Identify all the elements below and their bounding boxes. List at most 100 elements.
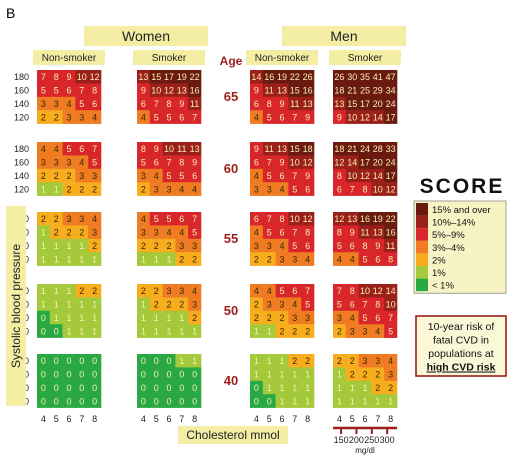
risk-value: 2 — [350, 370, 355, 380]
legend-swatch — [416, 203, 428, 216]
risk-cell-women-smoker-age55 — [175, 238, 189, 253]
risk-value: 8 — [350, 286, 355, 296]
risk-cell-men-smoker-age40 — [384, 354, 398, 368]
risk-value: 7 — [154, 99, 159, 109]
risk-cell-men-smoker-age40 — [345, 354, 359, 368]
risk-cell-men-non-smoker-age40 — [250, 354, 264, 368]
mgdl-tick-label: 250 — [364, 435, 379, 445]
risk-value: 22 — [190, 72, 200, 82]
risk-value: 2 — [79, 184, 84, 194]
risk-value: 20 — [373, 158, 383, 168]
risk-value: 1 — [350, 396, 355, 406]
risk-cell-women-smoker-age40 — [149, 394, 163, 408]
risk-cell-women-non-smoker-age55 — [75, 225, 89, 240]
risk-value: 2 — [92, 184, 97, 194]
risk-value: 3 — [375, 356, 380, 366]
risk-cell-women-smoker-age50 — [149, 284, 163, 298]
risk-cell-women-smoker-age40 — [149, 380, 163, 395]
risk-cell-women-non-smoker-age55 — [88, 225, 102, 240]
risk-value: 3 — [166, 184, 171, 194]
risk-cell-men-non-smoker-age55 — [275, 212, 289, 226]
risk-value: 3 — [350, 326, 355, 336]
risk-cell-women-smoker-age55 — [137, 252, 151, 266]
risk-cell-men-smoker-age55 — [345, 238, 359, 253]
risk-cell-women-smoker-age50 — [162, 284, 176, 298]
risk-value: 1 — [279, 396, 284, 406]
risk-value: 0 — [92, 396, 97, 406]
legend-label: 3%–4% — [432, 243, 465, 254]
risk-value: 28 — [373, 144, 383, 154]
risk-value: 16 — [190, 86, 200, 96]
risk-value: 4 — [254, 171, 259, 181]
risk-value: 4 — [166, 228, 171, 238]
risk-value: 4 — [92, 112, 97, 122]
risk-note-line3: populations at — [428, 348, 493, 360]
risk-cell-women-non-smoker-age50 — [88, 324, 102, 338]
risk-cell-women-smoker-age60 — [175, 182, 189, 196]
risk-value: 8 — [362, 184, 367, 194]
risk-value: 24 — [360, 144, 370, 154]
risk-cell-men-non-smoker-age50 — [262, 284, 276, 298]
risk-cell-women-non-smoker-age65 — [75, 96, 89, 111]
risk-cell-women-non-smoker-age50 — [37, 284, 51, 298]
risk-cell-women-smoker-age40 — [162, 380, 176, 395]
risk-value: 0 — [41, 313, 46, 323]
risk-cell-men-non-smoker-age65 — [288, 110, 302, 124]
risk-cell-women-smoker-age40 — [137, 394, 151, 408]
risk-cell-men-smoker-age55 — [358, 212, 372, 226]
risk-value: 29 — [373, 86, 383, 96]
risk-cell-women-smoker-age40 — [137, 380, 151, 395]
risk-cell-men-non-smoker-age65 — [275, 83, 289, 98]
risk-value: 3 — [66, 112, 71, 122]
risk-value: 2 — [375, 383, 380, 393]
risk-cell-men-non-smoker-age40 — [301, 380, 315, 395]
risk-value: 16 — [303, 86, 313, 96]
risk-value: 0 — [54, 326, 59, 336]
risk-cell-men-non-smoker-age55 — [275, 238, 289, 253]
risk-cell-women-smoker-age50 — [137, 297, 151, 312]
risk-value: 18 — [334, 86, 344, 96]
risk-value: 3 — [292, 254, 297, 264]
risk-value: 26 — [334, 72, 344, 82]
risk-value: 3 — [79, 171, 84, 181]
risk-cell-men-non-smoker-age50 — [288, 284, 302, 298]
risk-cell-men-smoker-age55 — [333, 238, 347, 253]
risk-value: 0 — [54, 383, 59, 393]
risk-cell-men-smoker-age50 — [384, 284, 398, 298]
risk-cell-women-non-smoker-age55 — [88, 238, 102, 253]
risk-cell-women-non-smoker-age50 — [49, 297, 63, 312]
risk-value: 14 — [373, 171, 383, 181]
risk-cell-men-non-smoker-age55 — [262, 238, 276, 253]
risk-cell-men-non-smoker-age65 — [288, 83, 302, 98]
risk-cell-women-non-smoker-age50 — [62, 310, 76, 325]
risk-cell-women-non-smoker-age60 — [75, 142, 89, 156]
risk-cell-women-smoker-age55 — [162, 252, 176, 266]
legend-label: 10%–14% — [432, 218, 476, 229]
legend-label: 5%–9% — [432, 230, 465, 241]
risk-value: 8 — [179, 158, 184, 168]
risk-cell-women-smoker-age60 — [137, 168, 151, 183]
x-axis-label-box — [178, 426, 288, 444]
risk-value: 0 — [54, 396, 59, 406]
risk-value: 13 — [334, 99, 344, 109]
mgdl-tick-label: 300 — [380, 435, 395, 445]
risk-value: 2 — [192, 313, 197, 323]
risk-value: 5 — [337, 300, 342, 310]
risk-cell-women-non-smoker-age65 — [37, 110, 51, 124]
cholesterol-tick-label: 5 — [154, 414, 159, 424]
risk-value: 8 — [388, 254, 393, 264]
risk-value: 1 — [192, 326, 197, 336]
risk-cell-women-non-smoker-age50 — [37, 310, 51, 325]
risk-value: 2 — [41, 214, 46, 224]
risk-cell-men-non-smoker-age55 — [262, 225, 276, 240]
risk-value: 6 — [79, 144, 84, 154]
risk-value: 10 — [77, 72, 87, 82]
risk-cell-men-smoker-age65 — [345, 83, 359, 98]
risk-value: 6 — [154, 158, 159, 168]
risk-value: 6 — [254, 99, 259, 109]
risk-note-line2: fatal CVD in — [433, 335, 489, 347]
risk-cell-women-non-smoker-age60 — [49, 142, 63, 156]
risk-value: 9 — [337, 112, 342, 122]
risk-cell-men-smoker-age50 — [358, 284, 372, 298]
risk-cell-women-smoker-age55 — [149, 238, 163, 253]
